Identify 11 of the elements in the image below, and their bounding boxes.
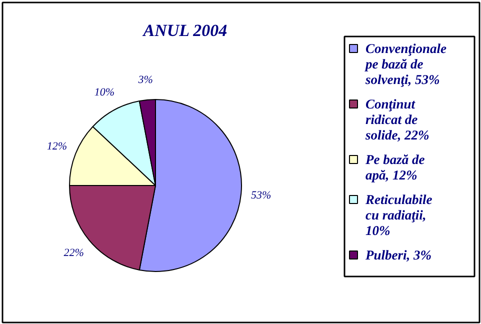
data-label: 22% <box>64 247 84 260</box>
legend-label: Convenţionale pe bază de solvenţi, 53% <box>364 41 447 87</box>
chart-title: ANUL 2004 <box>142 21 228 40</box>
legend-label: Pe bază de apă, 12% <box>366 152 425 182</box>
data-label: 3% <box>137 74 153 86</box>
legend-label: Reticulabile cu radiaţii, 10% <box>364 192 432 238</box>
legend-label: Pulberi, 3% <box>366 248 432 262</box>
data-label: 12% <box>46 140 68 152</box>
legend-label: Conţinut ridicat de solide, 22% <box>364 96 430 142</box>
data-label: 10% <box>94 86 115 99</box>
data-label: 53% <box>250 189 272 202</box>
